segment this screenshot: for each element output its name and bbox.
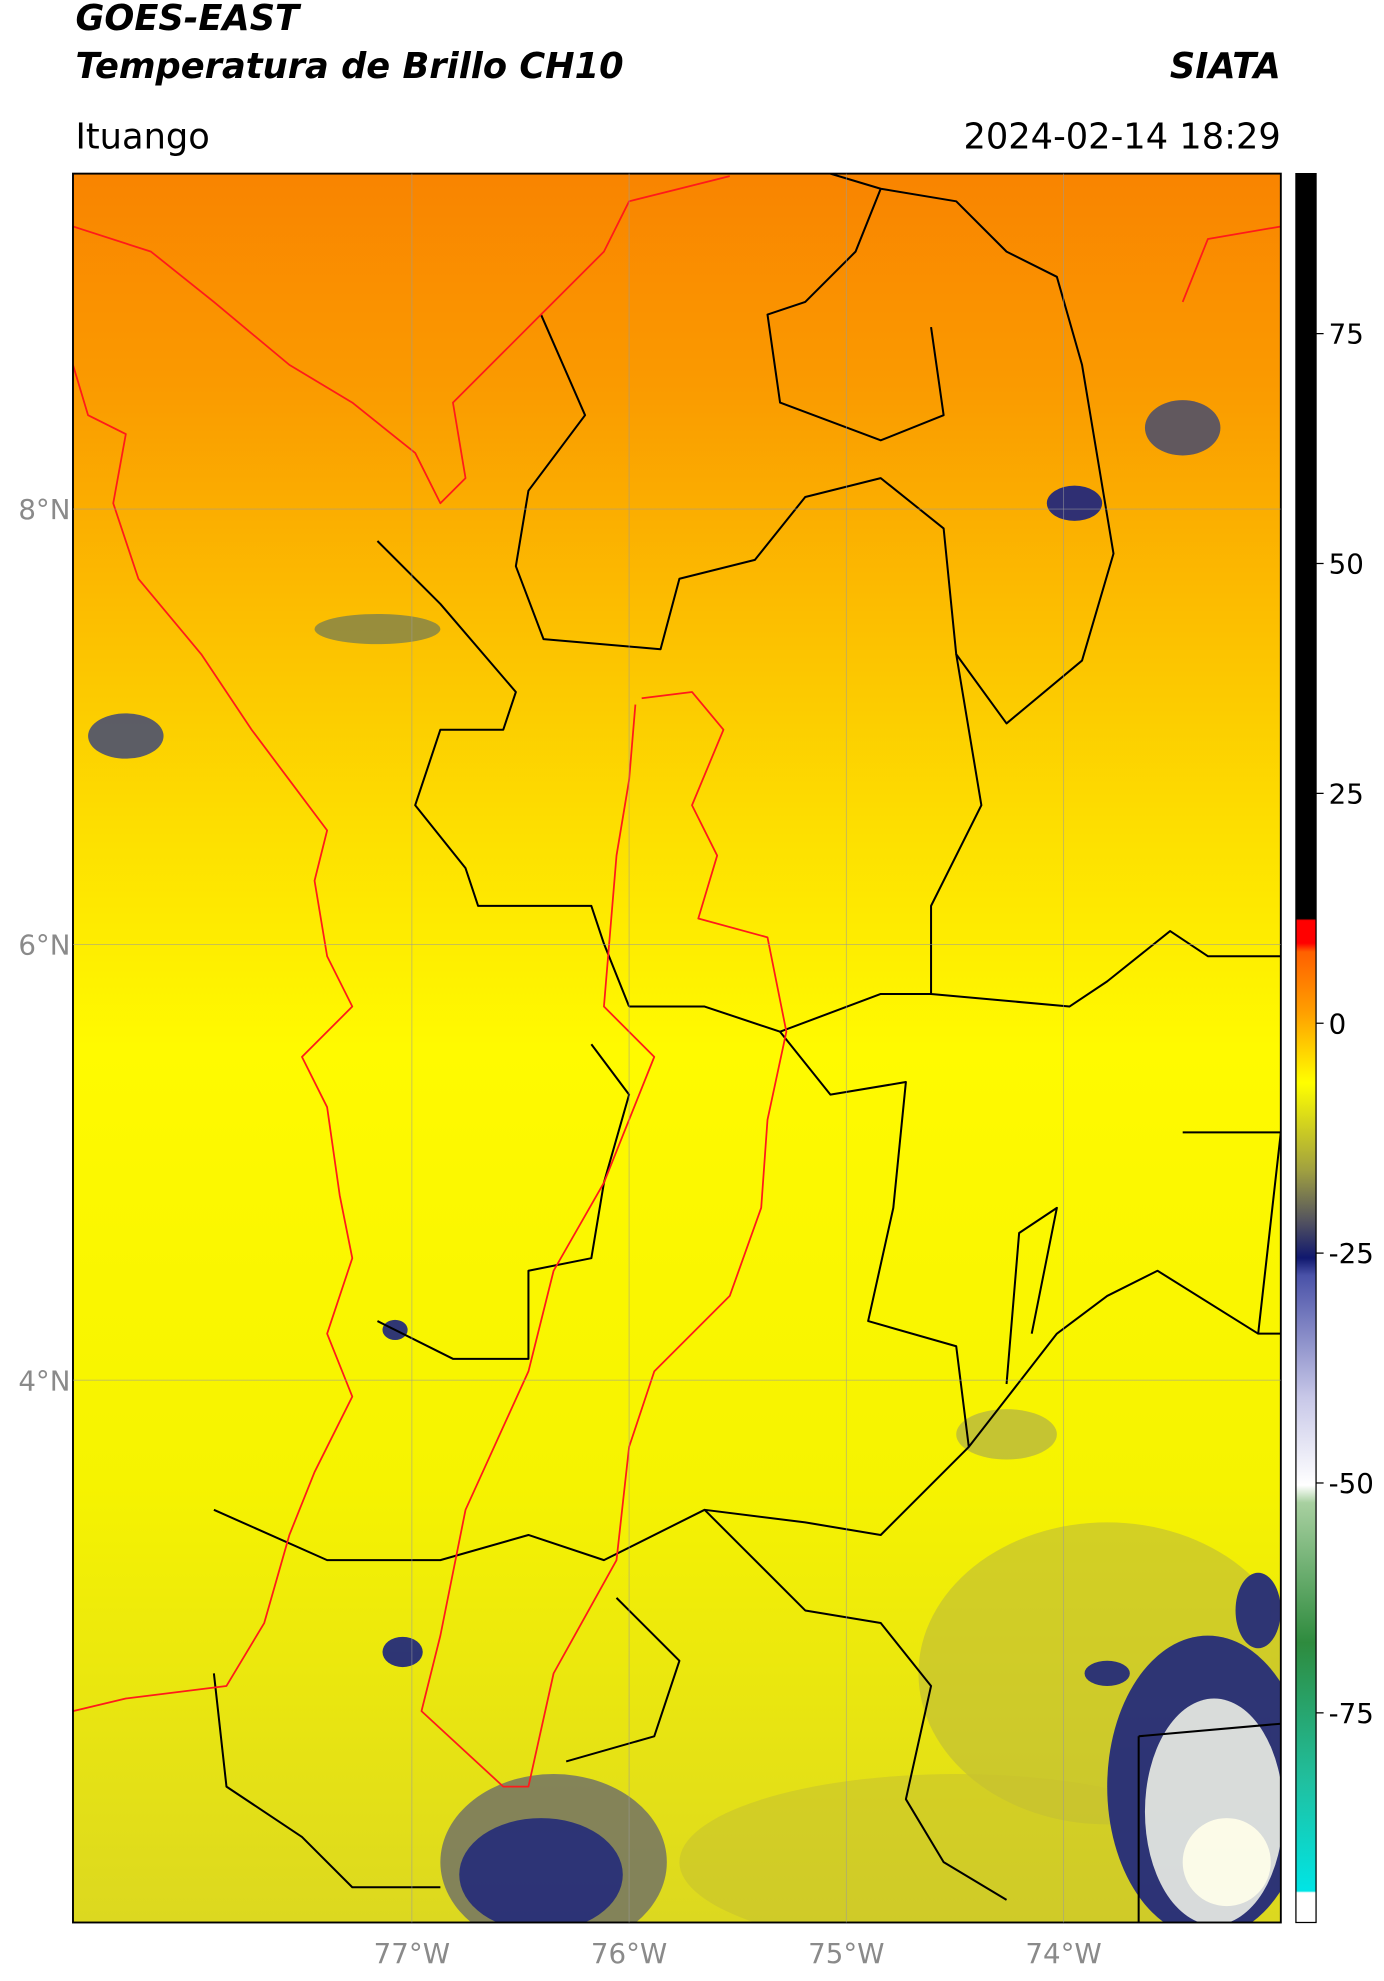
graticule: 77°W 76°W 75°W 74°W 4°N 6°N 8°N (18, 173, 1281, 1970)
lon-tick-label: 76°W (591, 1937, 667, 1970)
lon-tick-label: 77°W (374, 1937, 450, 1970)
colorbar-tick-label: -25 (1329, 1237, 1374, 1270)
coastline (72, 175, 1281, 1712)
location: Ituango (75, 116, 209, 157)
map-image (72, 173, 1281, 1923)
colorbar-tick-label: -50 (1329, 1467, 1374, 1500)
colorbar-tick-label: 75 (1329, 318, 1364, 351)
colorbar-tick-label: 50 (1329, 548, 1364, 581)
borders (212, 173, 1281, 1923)
colorbar-ticks: -75 -50 -25 0 25 50 75 (1316, 318, 1374, 1730)
ituango-basin (420, 691, 788, 1788)
lon-tick-label: 75°W (808, 1937, 884, 1970)
map-frame (72, 172, 1282, 1924)
source: SIATA (1170, 46, 1281, 87)
cloud-patches (88, 400, 1281, 1923)
lat-tick-label: 8°N (18, 493, 70, 526)
colorbar (1295, 172, 1317, 1924)
datetime: 2024-02-14 18:29 (963, 116, 1280, 157)
subtitle: Temperatura de Brillo CH10 (75, 46, 623, 87)
lon-tick-label: 74°W (1025, 1937, 1101, 1970)
title: GOES-EAST (75, 0, 302, 39)
colorbar-tick-label: 25 (1329, 777, 1364, 810)
lat-tick-label: 6°N (18, 929, 70, 962)
colorbar-tick-label: -75 (1329, 1697, 1374, 1730)
colorbar-tick-label: 0 (1329, 1007, 1347, 1040)
lat-tick-label: 4°N (18, 1364, 70, 1397)
